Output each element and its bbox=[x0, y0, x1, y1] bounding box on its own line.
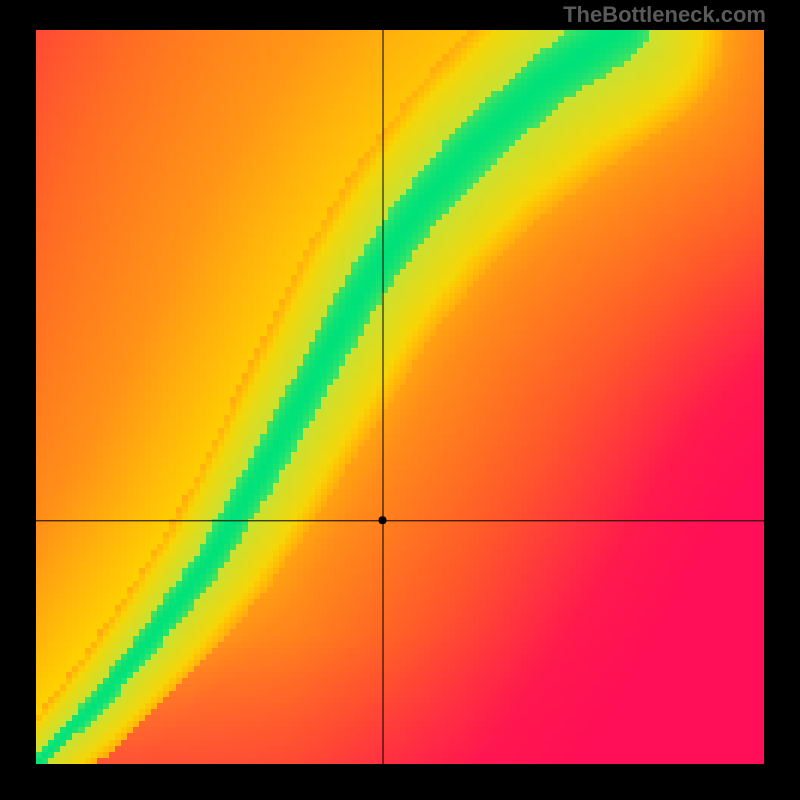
chart-container: TheBottleneck.com bbox=[0, 0, 800, 800]
bottleneck-heatmap-canvas bbox=[0, 0, 800, 800]
watermark-text: TheBottleneck.com bbox=[563, 2, 766, 28]
